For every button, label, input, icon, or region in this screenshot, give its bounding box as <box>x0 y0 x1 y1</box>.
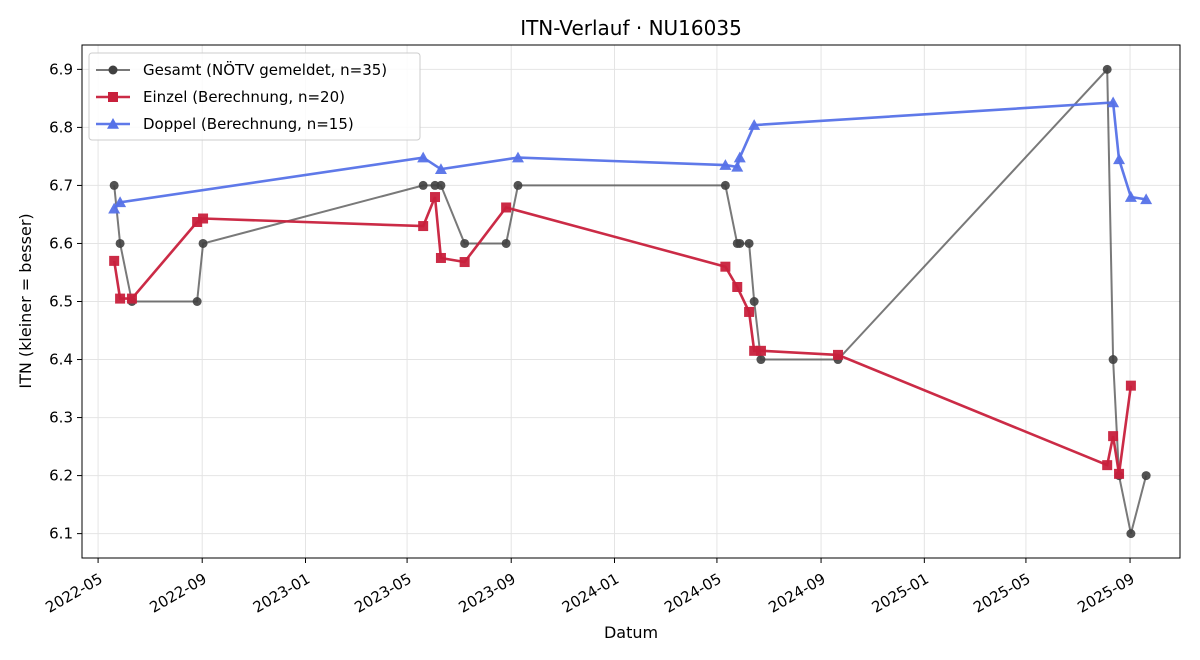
legend-marker <box>107 118 119 129</box>
data-point <box>417 151 430 163</box>
data-point <box>115 238 125 248</box>
data-point <box>430 192 441 203</box>
data-point <box>720 261 731 272</box>
data-point <box>748 119 761 130</box>
series-square <box>109 192 1136 479</box>
data-point <box>198 213 209 224</box>
y-tick-label: 6.8 <box>49 118 73 136</box>
data-point <box>832 349 843 360</box>
y-tick-label: 6.1 <box>49 525 73 543</box>
data-point <box>109 180 119 190</box>
legend-entry: Gesamt (NÖTV gemeldet, n=35) <box>96 60 387 79</box>
legend-box <box>88 52 421 141</box>
data-point <box>749 297 759 306</box>
data-point <box>501 202 512 213</box>
data-point <box>1108 355 1118 365</box>
data-point <box>719 159 732 170</box>
data-point <box>720 180 730 190</box>
data-point <box>732 281 743 292</box>
data-point <box>1124 191 1137 202</box>
y-axis: 6.1 6.2 6.3 6.4 6.5 6.6 6.7 6.8 6.9 <box>49 60 82 543</box>
data-point <box>435 252 446 263</box>
data-point <box>418 221 429 232</box>
data-point <box>511 151 524 163</box>
data-point <box>749 345 760 356</box>
data-point <box>126 293 137 304</box>
data-point <box>115 293 126 304</box>
data-point <box>501 238 511 248</box>
data-point <box>513 180 523 190</box>
data-point <box>1102 64 1112 74</box>
data-point <box>1126 529 1136 539</box>
data-point <box>198 238 208 248</box>
data-point <box>1140 193 1153 205</box>
data-point <box>744 238 754 248</box>
data-point <box>1108 431 1119 442</box>
data-point <box>744 306 755 317</box>
legend-label: Gesamt (NÖTV gemeldet, n=35) <box>143 60 387 79</box>
data-point <box>192 297 202 306</box>
x-axis-label: Datum <box>604 623 658 642</box>
data-point <box>108 202 121 214</box>
y-tick-label: 6.3 <box>49 409 73 427</box>
data-point <box>1125 380 1136 391</box>
data-point <box>756 355 766 365</box>
data-point <box>1141 471 1151 481</box>
y-tick-label: 6.4 <box>49 351 73 369</box>
legend-marker <box>108 65 118 75</box>
legend-marker <box>108 92 118 102</box>
chart-title: ITN-Verlauf · NU16035 <box>520 16 742 40</box>
y-tick-label: 6.5 <box>49 293 73 311</box>
series-triangle <box>108 96 1153 214</box>
legend-entry: Doppel (Berechnung, n=15) <box>96 115 354 133</box>
data-point <box>731 160 744 172</box>
legend-label: Einzel (Berechnung, n=20) <box>143 88 345 106</box>
data-point <box>434 163 447 174</box>
data-point <box>1107 96 1120 108</box>
data-point <box>1102 460 1113 471</box>
y-tick-label: 6.6 <box>49 234 73 252</box>
data-point <box>418 180 428 190</box>
legend-entry: Einzel (Berechnung, n=20) <box>96 88 345 106</box>
data-point <box>109 255 120 266</box>
data-point <box>460 238 470 248</box>
data-point <box>733 151 746 163</box>
legend-label: Doppel (Berechnung, n=15) <box>143 115 354 133</box>
series-circle <box>109 64 1151 539</box>
data-point <box>735 238 745 248</box>
data-point <box>114 196 127 208</box>
series-layer <box>108 64 1153 539</box>
data-point <box>459 257 470 268</box>
data-point <box>755 345 766 356</box>
data-point <box>1114 468 1125 479</box>
data-point <box>192 216 203 227</box>
y-tick-label: 6.2 <box>49 467 73 485</box>
data-point <box>1113 153 1126 165</box>
data-point <box>436 180 446 190</box>
legend: Gesamt (NÖTV gemeldet, n=35) Einzel (Bere… <box>88 52 421 141</box>
y-axis-label: ITN (kleiner = besser) <box>16 213 35 388</box>
y-tick-label: 6.9 <box>49 60 73 78</box>
y-tick-label: 6.7 <box>49 176 73 194</box>
